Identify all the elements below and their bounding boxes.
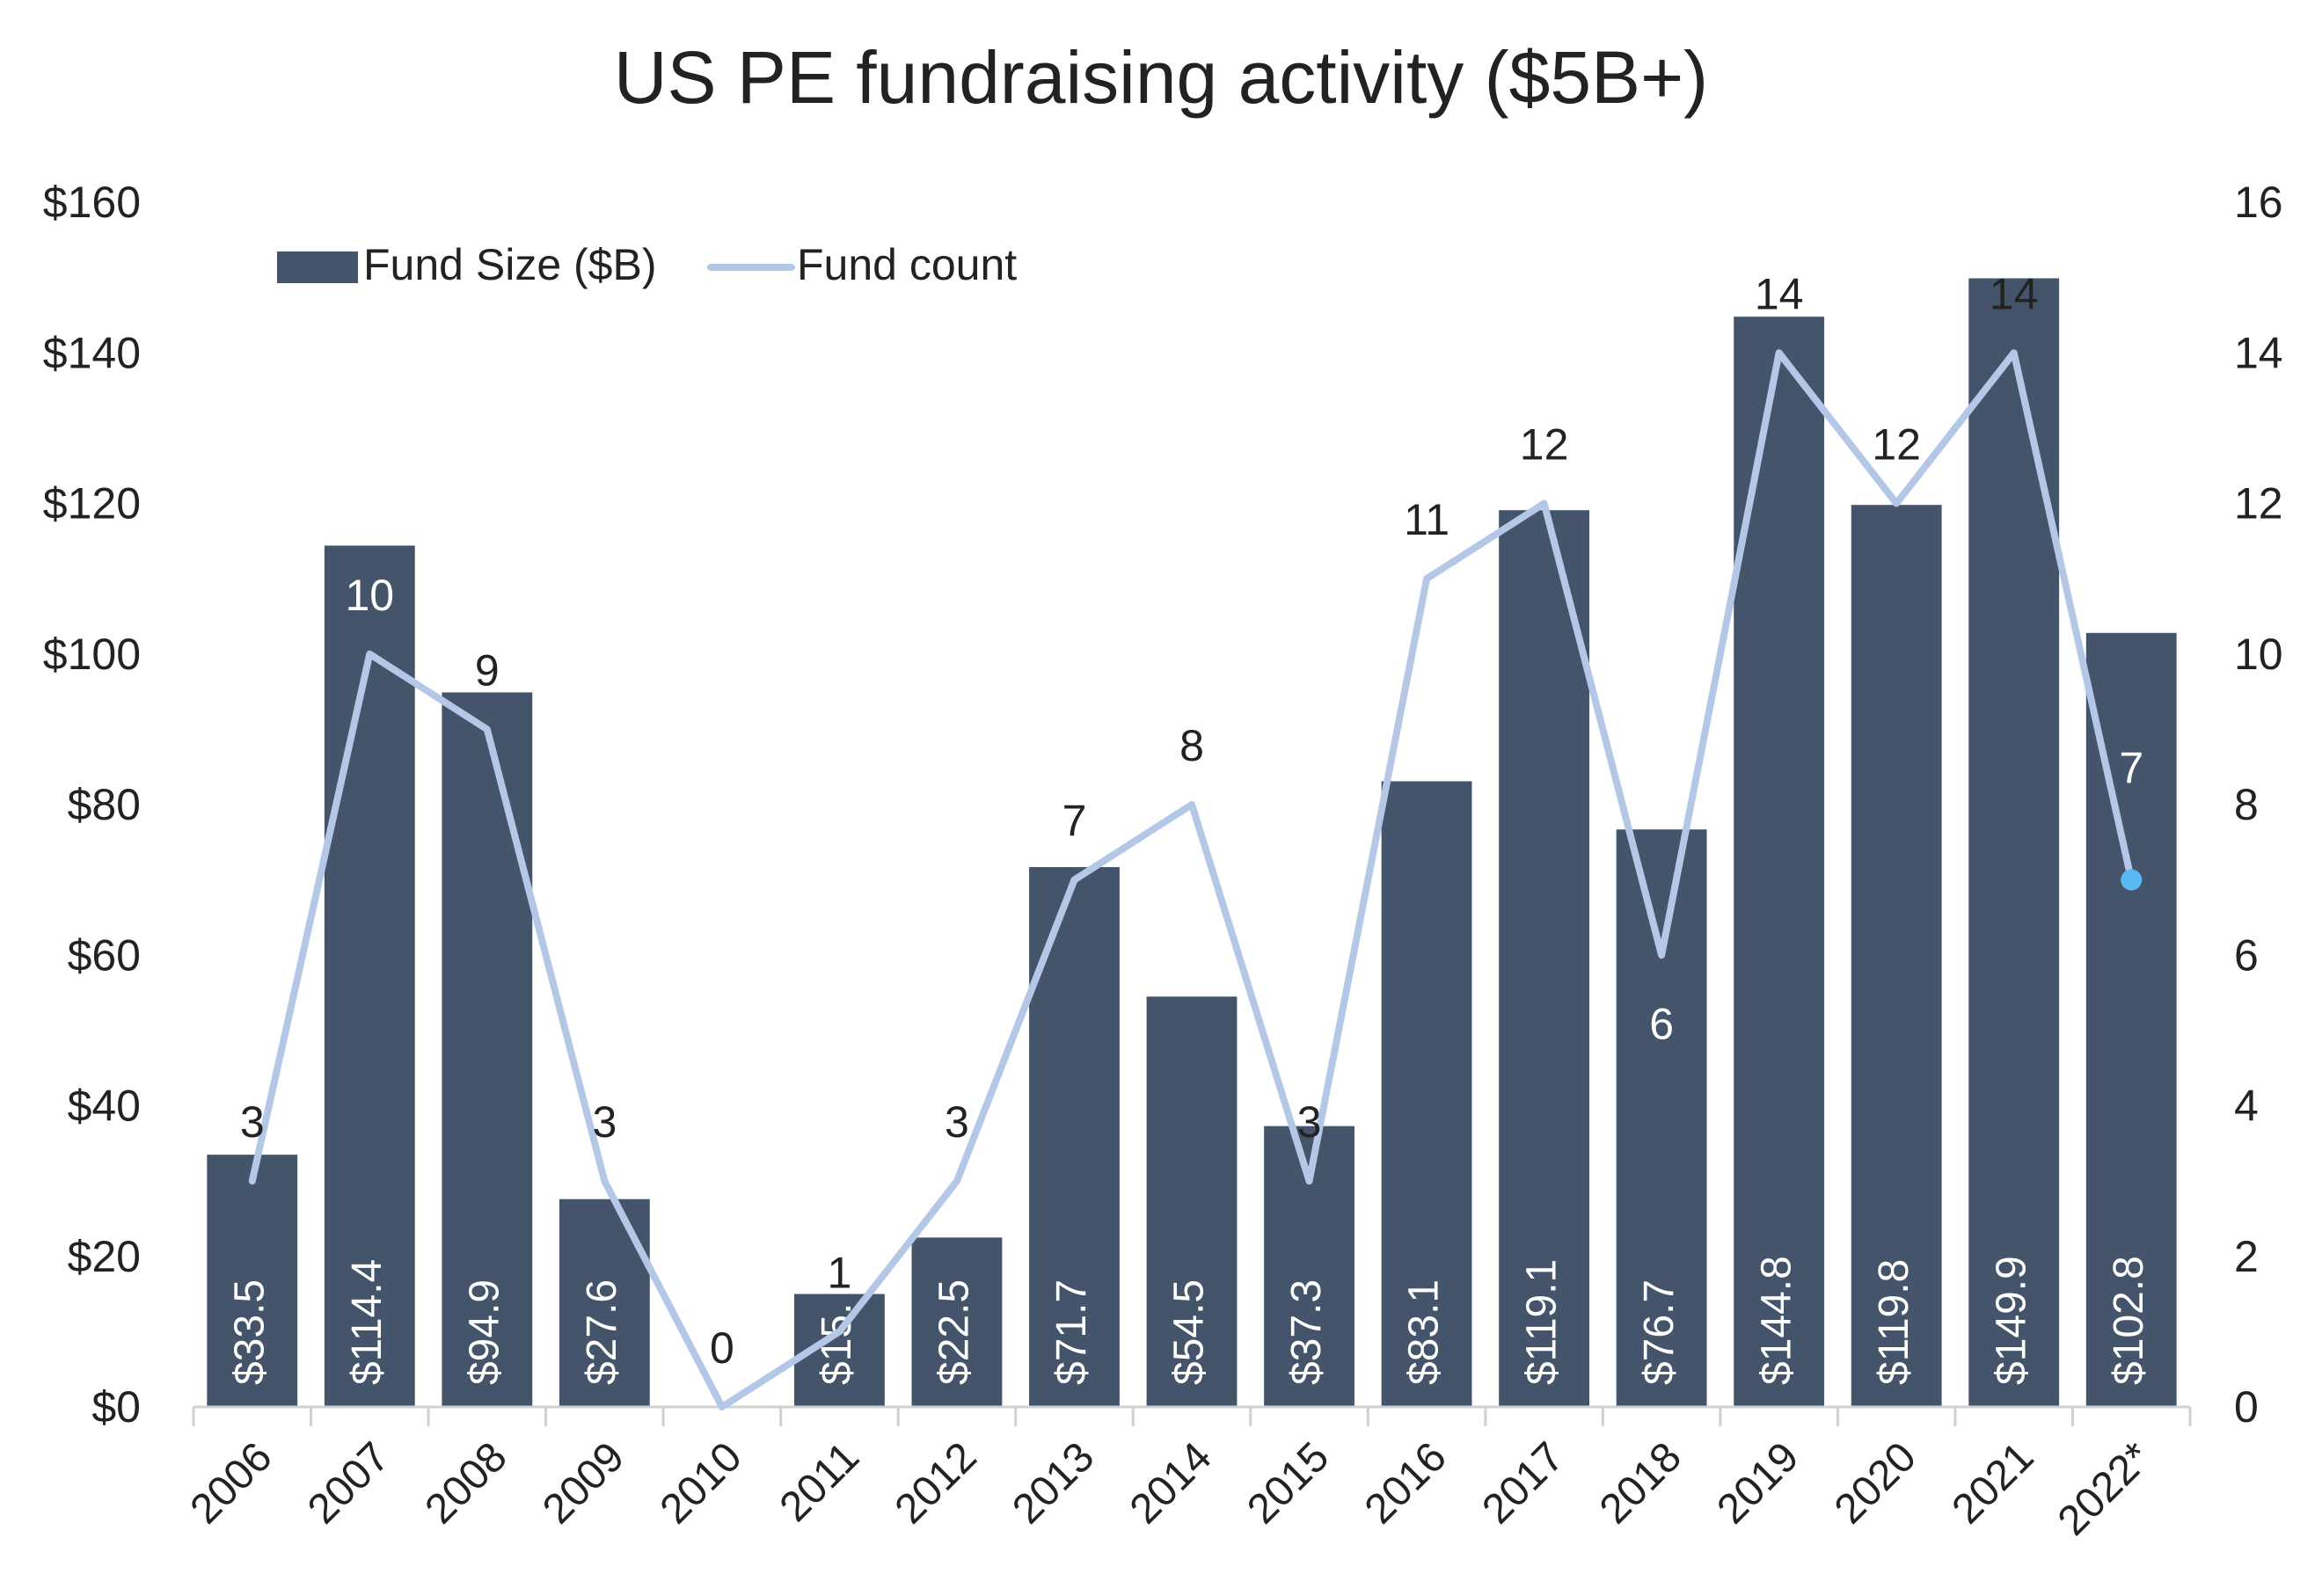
- y-left-tick-label: $100: [43, 630, 141, 679]
- bar-value-label: $149.9: [1988, 1256, 2034, 1385]
- y-left-tick-label: $140: [43, 328, 141, 377]
- fund-count-label: 7: [2119, 744, 2143, 793]
- x-tick-label: 2016: [1356, 1433, 1456, 1533]
- bar: [207, 1155, 298, 1407]
- bar: [2085, 632, 2177, 1407]
- fund-count-label: 3: [1297, 1097, 1322, 1147]
- fund-count-label: 0: [710, 1323, 734, 1373]
- fund-count-label: 1: [828, 1248, 852, 1297]
- y-right-tick-label: 0: [2234, 1382, 2259, 1432]
- bar-value-label: $27.6: [579, 1279, 625, 1385]
- bar-value-label: $94.9: [461, 1279, 507, 1385]
- y-right-tick-label: 14: [2234, 328, 2283, 377]
- bar-value-label: $83.1: [1401, 1279, 1448, 1385]
- x-tick-label: 2011: [771, 1433, 868, 1530]
- x-tick-label: 2017: [1473, 1433, 1573, 1533]
- bar-value-label: $33.5: [226, 1279, 273, 1385]
- x-tick-label: 2006: [182, 1433, 281, 1533]
- x-tick-label: 2018: [1591, 1433, 1690, 1533]
- bar: [1146, 996, 1238, 1407]
- x-tick-label: 2013: [1004, 1433, 1103, 1533]
- fund-count-label: 3: [945, 1097, 969, 1147]
- bar-value-label: $71.7: [1048, 1279, 1095, 1385]
- fund-count-label: 10: [345, 571, 394, 620]
- bar: [1851, 505, 1942, 1407]
- bar-value-label: $37.3: [1283, 1279, 1330, 1385]
- legend-bar-swatch: [277, 251, 358, 283]
- bar: [1968, 278, 2060, 1408]
- x-tick-label: 2015: [1238, 1433, 1338, 1533]
- fund-count-label: 12: [1872, 420, 1921, 470]
- x-tick-label: 2020: [1826, 1433, 1925, 1533]
- fund-count-last-point: [2121, 869, 2143, 891]
- bar-value-label: $119.1: [1518, 1259, 1565, 1385]
- fund-count-label: 8: [1179, 721, 1204, 770]
- fund-count-line: [248, 349, 2136, 1410]
- bar-value-label: $54.5: [1166, 1279, 1213, 1385]
- legend-line-label: Fund count: [797, 240, 1017, 289]
- y-left-tick-label: $60: [68, 930, 141, 980]
- bar-value-label: $102.8: [2106, 1256, 2152, 1385]
- x-tick-label: 2019: [1708, 1433, 1807, 1533]
- fund-count-label: 7: [1062, 797, 1087, 846]
- legend-bar-label: Fund Size ($B): [363, 240, 656, 289]
- bar: [442, 692, 533, 1407]
- fund-count-label: 3: [592, 1097, 617, 1147]
- x-tick-label: 2012: [887, 1433, 986, 1533]
- y-right-tick-label: 16: [2234, 178, 2283, 227]
- chart-title: US PE fundraising activity ($5B+): [613, 36, 1709, 119]
- y-right-tick-label: 10: [2234, 630, 2283, 679]
- y-left-tick-label: $80: [68, 780, 141, 829]
- y-right-tick-label: 8: [2234, 780, 2259, 829]
- fund-count-label: 3: [240, 1097, 265, 1147]
- fund-count-label: 9: [475, 645, 500, 695]
- y-left-tick-label: $160: [43, 178, 141, 227]
- x-tick-label: 2022*: [2049, 1433, 2160, 1544]
- y-left-tick-label: $0: [91, 1382, 141, 1432]
- bar: [1499, 510, 1589, 1407]
- bar: [911, 1237, 1003, 1407]
- y-left-tick-label: $120: [43, 479, 141, 528]
- y-right-tick-label: 6: [2234, 930, 2259, 980]
- x-tick-label: 2014: [1121, 1433, 1221, 1533]
- fund-count-label: 11: [1404, 495, 1449, 544]
- bar-value-label: $114.4: [344, 1259, 391, 1385]
- x-tick-label: 2009: [534, 1433, 633, 1533]
- fund-count-label: 12: [1520, 420, 1569, 470]
- fund-count-label: 6: [1649, 999, 1674, 1048]
- bar-value-label: $144.8: [1753, 1256, 1800, 1385]
- bar: [1616, 829, 1707, 1407]
- fund-count-label: 14: [1755, 269, 1804, 318]
- bar: [324, 545, 415, 1407]
- y-right-tick-label: 2: [2234, 1232, 2259, 1281]
- bar-value-label: $119.8: [1871, 1259, 1917, 1385]
- x-tick-label: 2008: [417, 1433, 516, 1533]
- bar-value-label: $76.7: [1636, 1279, 1683, 1385]
- bar: [1734, 317, 1825, 1407]
- x-tick-label: 2010: [652, 1433, 751, 1533]
- bar-value-label: $22.5: [931, 1279, 978, 1385]
- y-left-tick-label: $20: [68, 1232, 141, 1281]
- fund-count-label: 14: [1990, 269, 2039, 318]
- y-left-tick-label: $40: [68, 1082, 141, 1131]
- x-tick-label: 2021: [1944, 1433, 2043, 1533]
- bar: [1381, 781, 1472, 1407]
- x-tick-label: 2007: [299, 1433, 398, 1533]
- y-right-tick-label: 12: [2234, 479, 2283, 528]
- y-right-tick-label: 4: [2234, 1082, 2259, 1131]
